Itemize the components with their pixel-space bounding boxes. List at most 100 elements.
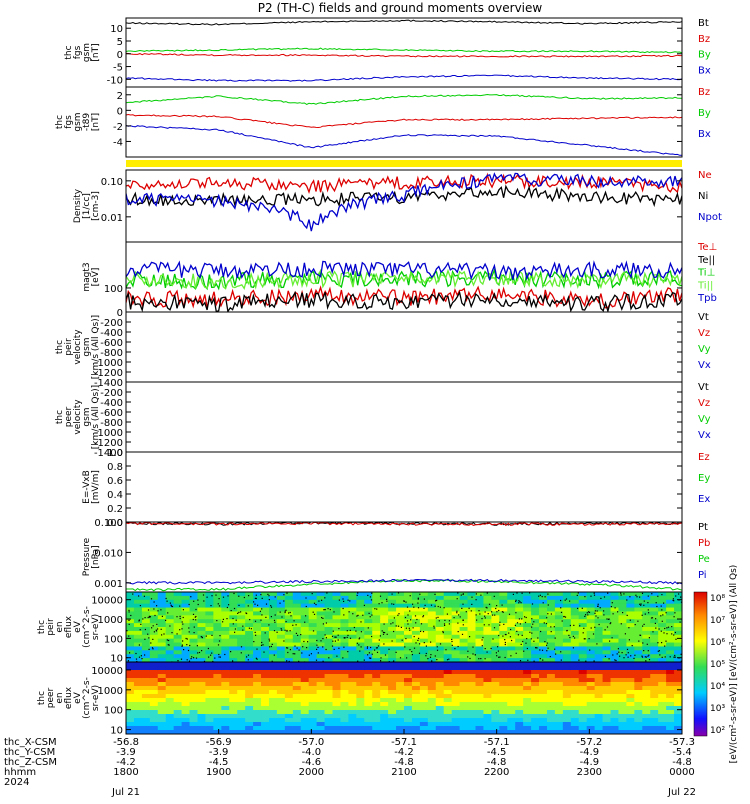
spectrogram-cell <box>618 718 627 723</box>
spectrogram-gap <box>359 637 361 639</box>
spectrogram-cell <box>316 686 326 691</box>
spectrogram-cell <box>658 718 667 723</box>
spectrogram-cell <box>475 619 484 624</box>
spectrogram-cell <box>149 690 159 695</box>
spectrogram-cell <box>404 638 413 644</box>
spectrogram-cell <box>443 682 453 687</box>
spectrogram-cell <box>332 666 341 671</box>
spectrogram-cell <box>284 682 294 687</box>
spectrogram-cell <box>213 718 222 723</box>
spectrogram-gap <box>527 659 529 661</box>
spectrogram-gap <box>454 648 456 650</box>
spectrogram-cell <box>348 638 357 644</box>
spectrogram-cell <box>149 607 159 612</box>
spectrogram-cell <box>173 607 183 612</box>
spectrogram-cell <box>459 662 469 667</box>
spectrogram-cell <box>141 666 151 671</box>
spectrogram-cell <box>499 658 508 662</box>
spectrogram-cell <box>602 642 612 647</box>
spectrogram-cell <box>300 654 310 659</box>
spectrogram-cell <box>626 682 635 687</box>
y-tick-label: 0.10 <box>101 177 123 188</box>
spectrogram-cell <box>276 678 286 683</box>
spectrogram-cell <box>165 702 175 707</box>
spectrogram-cell <box>666 718 675 723</box>
spectrogram-cell <box>475 638 484 644</box>
spectrogram-cell <box>292 592 302 597</box>
spectrogram-cell <box>356 654 365 659</box>
spectrogram-gap <box>564 599 566 601</box>
spectrogram-gap <box>222 621 224 623</box>
spectrogram-cell <box>586 630 596 636</box>
spectrogram-cell <box>133 623 143 628</box>
spectrogram-cell <box>634 662 643 667</box>
spectrogram-cell <box>284 592 294 597</box>
x-tick-label: -56.8 <box>113 737 139 748</box>
spectrogram-cell <box>133 650 143 655</box>
spectrogram-cell <box>253 634 262 640</box>
spectrogram-gap <box>540 630 542 633</box>
spectrogram-cell <box>570 619 580 624</box>
spectrogram-cell <box>451 718 461 723</box>
spectrogram-cell <box>340 698 349 703</box>
spectrogram-cell <box>261 603 270 609</box>
spectrogram-gap <box>228 604 230 606</box>
spectrogram-cell <box>507 710 516 715</box>
spectrogram-cell <box>340 646 349 651</box>
spectrogram-gap <box>582 632 584 634</box>
spectrogram-gap <box>294 645 296 647</box>
spectrogram-cell <box>539 615 548 620</box>
spectrogram-gap <box>445 649 447 651</box>
spectrogram-cell <box>284 730 294 734</box>
spectrogram-gap <box>274 614 276 616</box>
spectrogram-cell <box>610 599 619 605</box>
spectrogram-cell <box>507 615 516 620</box>
spectrogram-cell <box>491 666 500 671</box>
spectrogram-cell <box>515 611 524 616</box>
spectrogram-gap <box>201 636 203 638</box>
spectrogram-cell <box>229 686 238 691</box>
spectrogram-cell <box>356 607 365 612</box>
spectrogram-cell <box>459 698 469 703</box>
spectrogram-gap <box>284 610 286 612</box>
spectrogram-gap <box>521 592 523 594</box>
spectrogram-gap <box>495 607 497 610</box>
spectrogram-gap <box>439 606 441 608</box>
spectrogram-cell <box>634 710 643 715</box>
spectrogram-cell <box>666 666 675 671</box>
spectrogram-cell <box>650 730 659 734</box>
y-axis-label: fgs <box>64 115 74 129</box>
spectrogram-cell <box>467 674 476 679</box>
spectrogram-cell <box>666 702 675 707</box>
spectrogram-cell <box>419 710 429 715</box>
spectrogram-gap <box>254 631 256 633</box>
y-tick-label: 0.010 <box>94 548 123 559</box>
spectrogram-cell <box>515 595 524 601</box>
spectrogram-gap <box>680 596 682 598</box>
spectrogram-gap <box>128 611 130 613</box>
spectrogram-gap <box>238 595 240 597</box>
spectrogram-cell <box>531 698 540 703</box>
spectrogram-gap <box>143 595 145 597</box>
spectrogram-gap <box>519 660 522 662</box>
spectrogram-cell <box>133 706 143 711</box>
spectrogram-cell <box>435 722 445 727</box>
x-row-label: thc_Z-CSM <box>4 757 57 768</box>
spectrogram-cell <box>602 666 612 671</box>
spectrogram-cell <box>515 592 524 597</box>
y-axis-label: peer <box>46 687 56 708</box>
spectrogram-cell <box>531 686 540 691</box>
spectrogram-cell <box>126 730 135 734</box>
spectrogram-cell <box>483 592 492 597</box>
spectrogram-cell <box>205 599 214 605</box>
spectrogram-cell <box>332 702 341 707</box>
spectrogram-gap <box>331 635 334 637</box>
spectrogram-gap <box>644 656 646 658</box>
spectrogram-cell <box>126 678 135 683</box>
spectrogram-cell <box>554 603 564 609</box>
spectrogram-cell <box>475 722 484 727</box>
spectrogram-cell <box>245 595 254 601</box>
spectrogram-gap <box>338 628 340 630</box>
spectrogram-cell <box>165 615 175 620</box>
spectrogram-cell <box>372 670 381 675</box>
